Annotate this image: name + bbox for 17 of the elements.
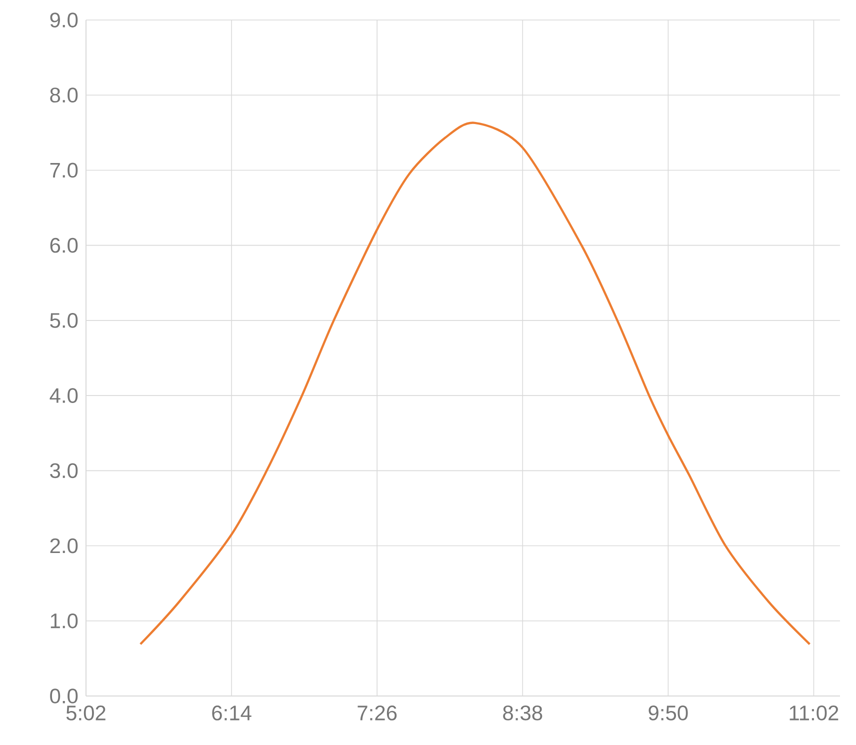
x-tick-label: 11:02 (790, 706, 838, 720)
line-series (139, 122, 811, 646)
x-tick-label: 5:02 (66, 706, 106, 720)
x-tick-label: 6:14 (212, 706, 252, 720)
x-tick-label: 7:26 (358, 706, 397, 720)
y-tick-label: 7.0 (50, 162, 78, 178)
y-tick-label: 2.0 (50, 538, 78, 554)
y-tick-label: 6.0 (50, 238, 78, 253)
y-tick-label: 9.0 (50, 12, 78, 28)
y-tick-label: 5.0 (50, 313, 78, 328)
y-tick-label: 8.0 (50, 88, 78, 103)
x-tick-label: 9:50 (648, 706, 688, 720)
x-tick-label: 8:38 (503, 706, 542, 720)
y-tick-label: 4.0 (50, 388, 78, 403)
y-tick-label: 1.0 (50, 613, 78, 628)
y-tick-label: 3.0 (50, 463, 78, 478)
y-tick-label: 0.0 (50, 688, 78, 704)
